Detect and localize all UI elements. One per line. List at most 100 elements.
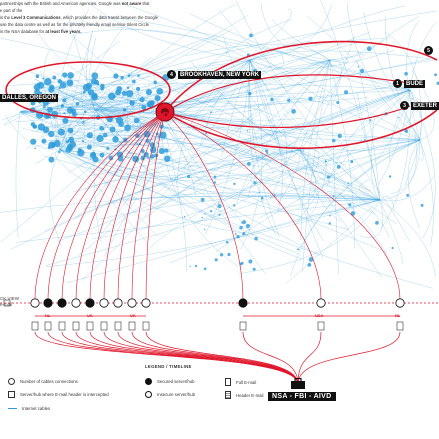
email-doc-icon xyxy=(44,321,52,331)
cable-line xyxy=(19,111,157,236)
cable-line xyxy=(320,0,381,201)
timeline-side-label: e-mail xyxy=(0,302,13,307)
city-dot xyxy=(124,124,131,132)
cable-line xyxy=(5,115,61,151)
timeline-node xyxy=(141,298,151,308)
cable-line xyxy=(238,199,381,274)
cable-line xyxy=(249,38,384,61)
city-dot xyxy=(120,75,124,80)
cable-line xyxy=(371,118,381,201)
city-dot xyxy=(337,133,342,139)
city-dot xyxy=(324,160,327,163)
city-dot xyxy=(139,97,145,103)
cable-line xyxy=(249,5,405,61)
funnel-line xyxy=(75,331,299,385)
email-doc-icon xyxy=(58,321,66,331)
cable-line xyxy=(81,124,156,130)
cable-line xyxy=(49,90,123,110)
timeline-layer xyxy=(0,111,439,331)
funnel-line xyxy=(242,331,299,385)
filled-dot-icon xyxy=(145,378,152,385)
timeline-side-label: CK VIEW xyxy=(0,296,20,301)
cable-line xyxy=(94,109,303,260)
city-dot xyxy=(62,117,69,124)
city-dot xyxy=(204,132,208,135)
email-doc-icon xyxy=(317,321,325,331)
cable-line xyxy=(86,78,150,145)
cable-line xyxy=(234,59,331,135)
city-dot xyxy=(106,146,110,150)
location-number: 1 xyxy=(393,79,402,88)
city-dot xyxy=(145,89,152,96)
city-dot xyxy=(93,79,100,85)
timeline-node xyxy=(127,298,137,308)
cable-line xyxy=(42,87,119,121)
city-dot xyxy=(260,196,264,200)
cable-line xyxy=(419,139,424,161)
location-label: DALLES, OREGON xyxy=(0,94,59,102)
cable-line xyxy=(94,109,185,204)
legend-item-intercept: Server/hub where E-mail header is interc… xyxy=(8,391,109,398)
email-route-arc xyxy=(164,105,411,129)
city-dot xyxy=(241,221,244,224)
city-dot xyxy=(82,90,86,94)
cable-line xyxy=(120,87,381,201)
intro-line-3: is the Level 3 Communications, which pro… xyxy=(0,15,159,20)
cable-line xyxy=(45,139,421,266)
cable-line xyxy=(147,139,421,211)
location-brookhaven[interactable]: 4 BROOKHAVEN, NEW YORK xyxy=(167,70,262,79)
city-dot xyxy=(350,160,354,164)
cable-line xyxy=(260,3,331,61)
city-dot xyxy=(58,150,61,154)
city-dot xyxy=(204,228,206,231)
funnel-line xyxy=(47,331,299,385)
city-dot xyxy=(273,193,276,196)
email-doc-icon xyxy=(128,321,136,331)
city-dot xyxy=(115,116,124,124)
city-dot xyxy=(234,233,237,235)
cable-line xyxy=(356,60,381,201)
city-dot xyxy=(57,79,63,84)
city-dot xyxy=(96,134,104,143)
cable-line xyxy=(88,1,251,61)
cable-line xyxy=(404,89,422,186)
route-to-node xyxy=(34,111,166,301)
cable-line xyxy=(115,89,144,137)
cable-line xyxy=(240,59,263,250)
cable-line xyxy=(59,149,433,289)
city-dot xyxy=(60,104,65,108)
country-tag-usa: USA xyxy=(315,313,324,318)
city-dot xyxy=(125,90,134,98)
city-dot xyxy=(48,141,56,149)
email-doc-icon xyxy=(72,321,80,331)
city-dot xyxy=(140,148,145,153)
email-doc-icon xyxy=(86,321,94,331)
city-dot xyxy=(86,132,93,139)
cable-line xyxy=(299,149,352,193)
cable-line xyxy=(0,38,301,151)
location-budel[interactable]: 1 BUDE xyxy=(393,79,426,88)
location-east-edge[interactable]: 5 xyxy=(424,46,433,55)
legend-label: Header E-mail xyxy=(236,392,264,398)
city-dot xyxy=(141,105,147,110)
city-dot xyxy=(63,112,66,115)
location-dalles[interactable]: DALLES, OREGON xyxy=(0,94,59,102)
timeline-node xyxy=(395,298,405,308)
cable-line xyxy=(86,135,144,137)
cable-line xyxy=(159,83,405,113)
city-dot xyxy=(242,232,246,236)
route-to-node xyxy=(89,111,166,301)
city-dot xyxy=(112,136,119,143)
cable-line xyxy=(346,2,421,141)
city-dot xyxy=(30,138,37,145)
location-exeter[interactable]: 3 EXETER xyxy=(400,101,439,110)
city-dot xyxy=(308,257,314,262)
city-dot xyxy=(204,213,206,215)
city-dot xyxy=(209,210,213,213)
location-number: 4 xyxy=(167,70,176,79)
cable-line xyxy=(269,59,331,201)
cable-line xyxy=(300,59,331,241)
cable-line xyxy=(52,71,145,106)
cable-line xyxy=(177,59,331,172)
cable-line xyxy=(68,104,114,138)
